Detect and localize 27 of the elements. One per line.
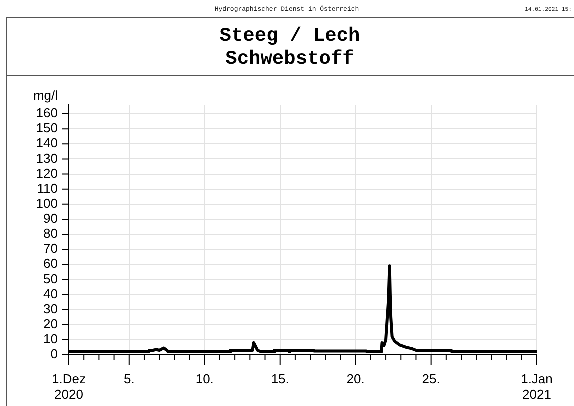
y-tick-label: 130 — [36, 150, 58, 166]
x-tick-label: 15. — [271, 371, 290, 386]
y-tick-label: 90 — [44, 211, 58, 226]
y-tick-label: 110 — [37, 180, 58, 196]
y-tick-label: 20 — [44, 316, 58, 332]
x-tick-label: 5. — [124, 371, 135, 386]
y-tick-label: 60 — [44, 256, 58, 272]
y-tick-label: 140 — [36, 136, 58, 151]
y-tick-label: 0 — [50, 346, 58, 362]
chart-subtitle: Schwebstoff — [224, 48, 356, 71]
y-axis-title: mg/l — [33, 88, 58, 104]
y-tick-label: 80 — [44, 226, 58, 242]
y-tick-label: 10 — [44, 332, 58, 347]
x-tick-label: 20. — [346, 371, 365, 386]
y-tick-label: 100 — [36, 196, 58, 211]
y-tick-label: 40 — [44, 286, 58, 302]
x-tick-label: 1.Dez 2020 — [52, 371, 86, 402]
x-tick-label: 1.Jan 2021 — [521, 371, 553, 402]
y-tick-label: 150 — [36, 120, 58, 136]
y-tick-label: 70 — [44, 241, 58, 256]
x-tick-label: 10. — [196, 371, 214, 386]
y-tick-label: 30 — [44, 301, 58, 316]
x-tick-label: 25. — [422, 371, 440, 386]
y-tick-label: 160 — [36, 106, 58, 121]
y-tick-label: 120 — [36, 166, 58, 181]
chart-title: Steeg / Lech — [218, 25, 362, 48]
y-tick-label: 50 — [44, 271, 58, 286]
